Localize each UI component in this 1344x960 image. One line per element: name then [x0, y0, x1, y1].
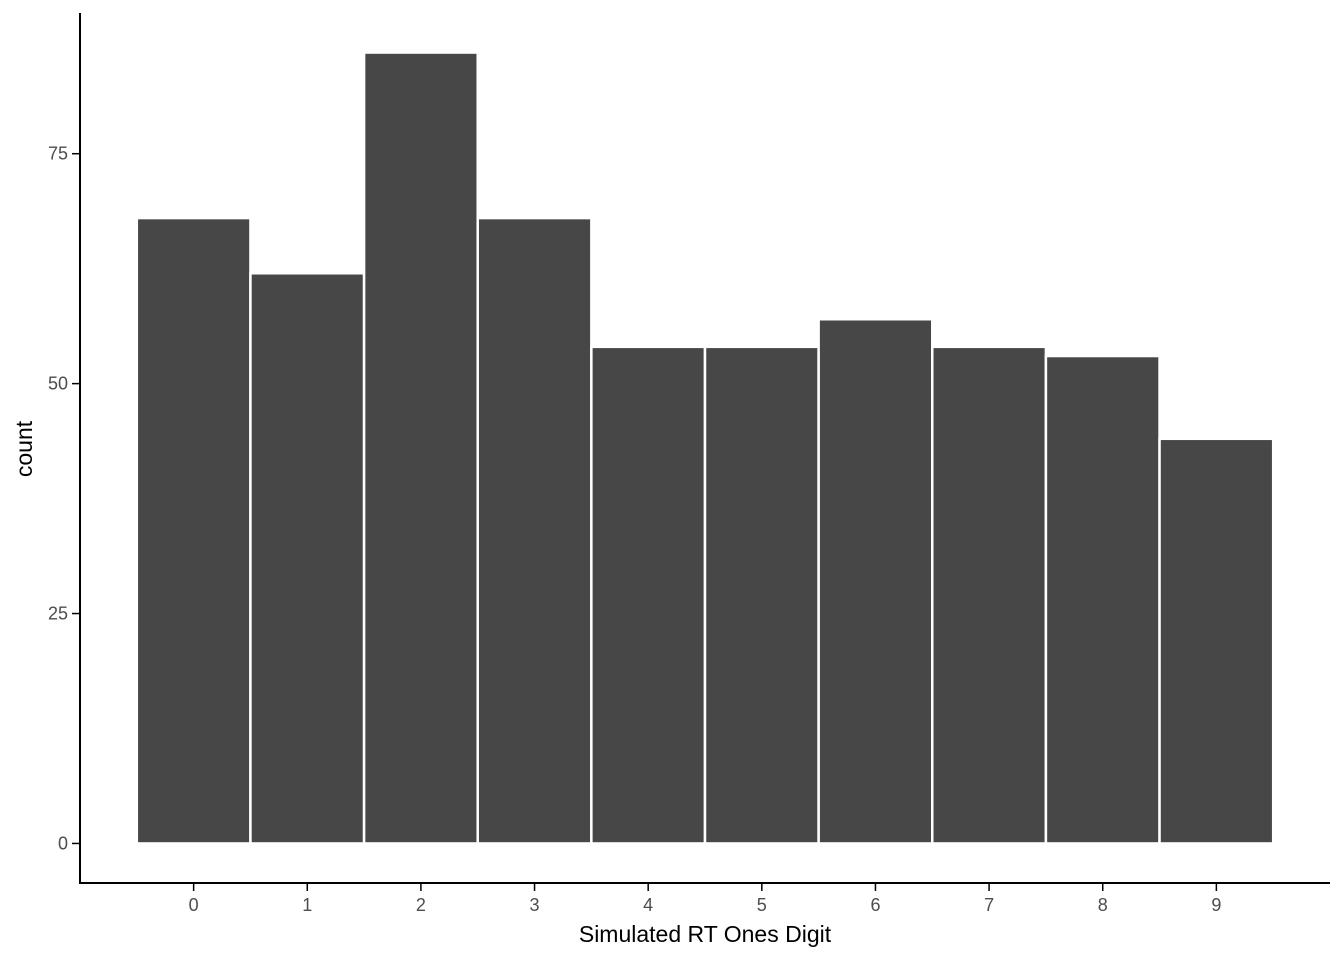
y-tick-label-25: 25 — [48, 604, 68, 624]
bars-group — [135, 51, 1275, 845]
bar-7 — [931, 345, 1048, 845]
y-tick-label-50: 50 — [48, 374, 68, 394]
bar-3 — [476, 216, 593, 845]
x-tick-label-5: 5 — [757, 895, 767, 915]
bar-2 — [362, 51, 479, 845]
bar-8 — [1044, 354, 1161, 845]
x-tick-label-7: 7 — [984, 895, 994, 915]
x-tick-label-4: 4 — [643, 895, 653, 915]
y-tick-label-0: 0 — [58, 833, 68, 853]
y-tick-label-75: 75 — [48, 144, 68, 164]
x-tick-label-8: 8 — [1098, 895, 1108, 915]
x-axis-title: Simulated RT Ones Digit — [579, 921, 832, 947]
x-tick-label-6: 6 — [870, 895, 880, 915]
x-tick-label-0: 0 — [189, 895, 199, 915]
y-axis-ticks: 0 25 50 75 — [48, 144, 80, 853]
x-tick-label-2: 2 — [416, 895, 426, 915]
bar-6 — [817, 317, 934, 845]
bar-9 — [1158, 437, 1275, 845]
x-tick-label-1: 1 — [302, 895, 312, 915]
y-axis-title: count — [11, 420, 37, 477]
x-tick-label-9: 9 — [1211, 895, 1221, 915]
bar-4 — [590, 345, 707, 845]
bar-5 — [703, 345, 820, 845]
x-tick-label-3: 3 — [530, 895, 540, 915]
bar-0 — [135, 216, 252, 845]
bar-1 — [249, 272, 366, 845]
x-axis-ticks: 0 1 2 3 4 5 6 7 8 9 — [189, 883, 1221, 915]
